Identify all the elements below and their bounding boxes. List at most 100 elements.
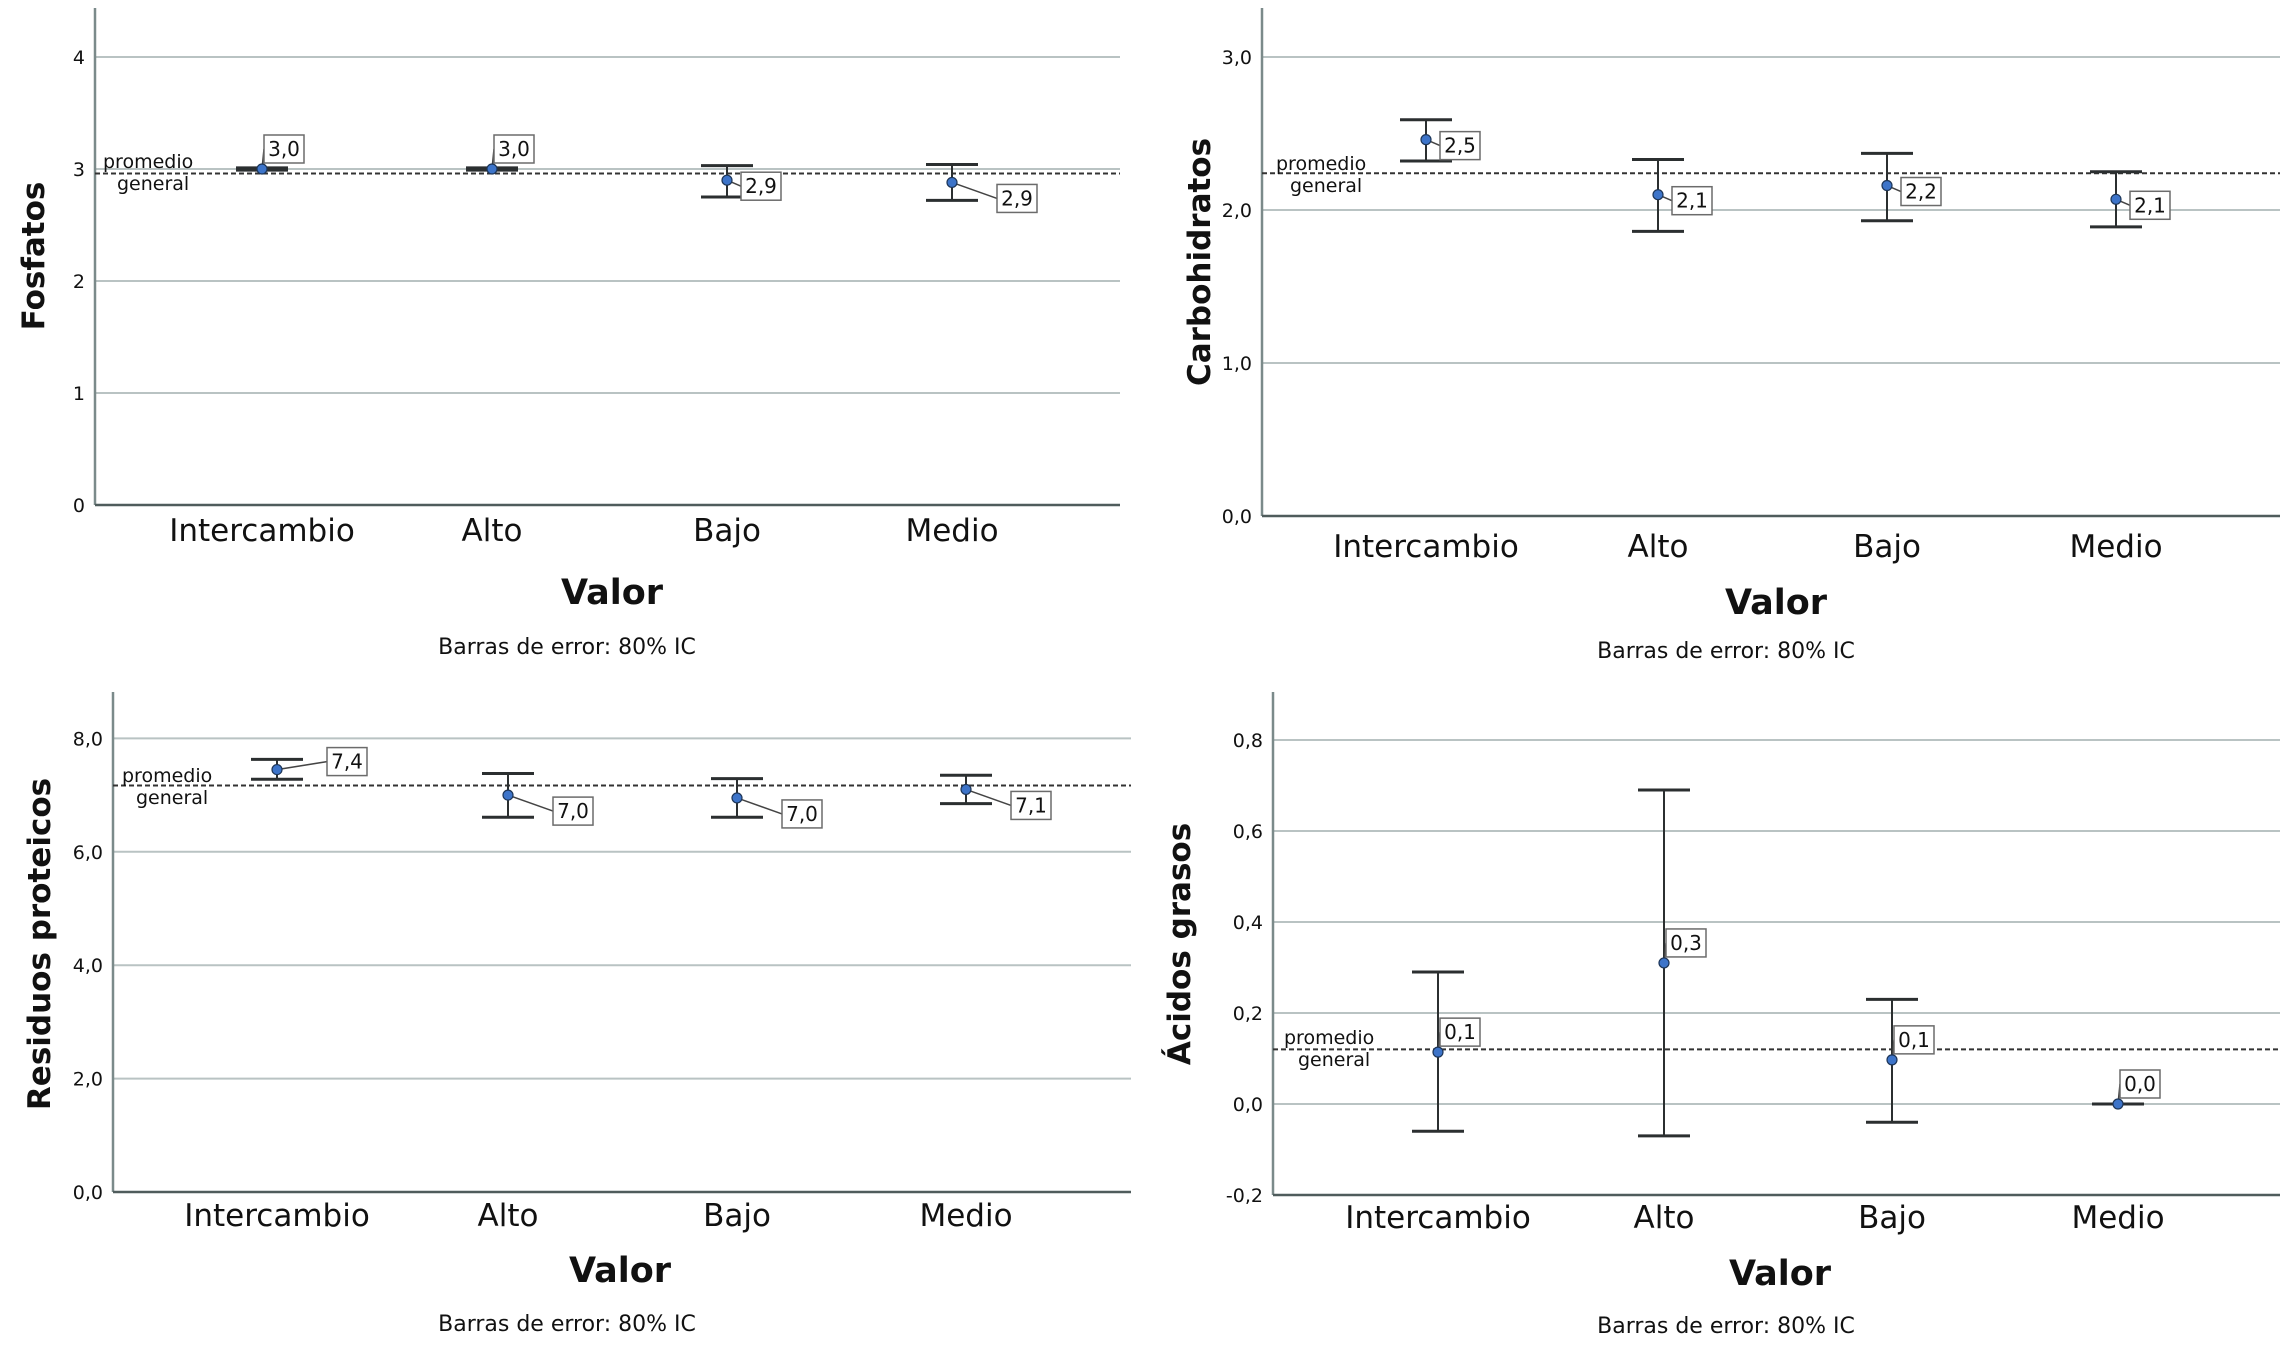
y-tick-label: 0,6 <box>1233 821 1263 843</box>
value-label-box <box>1900 176 1942 207</box>
x-category-label: Medio <box>2071 1200 2164 1236</box>
value-label: 7,0 <box>786 802 818 826</box>
y-tick-label: 0,8 <box>1233 730 1263 752</box>
x-axis-title: Valor <box>569 1251 672 1291</box>
y-tick-label: 6,0 <box>73 842 103 864</box>
error-bar-caption: Barras de error: 80% IC <box>1597 1314 1855 1339</box>
value-label-box <box>1439 1017 1481 1047</box>
y-tick-label: 4 <box>73 47 85 69</box>
y-tick-label: 4,0 <box>73 955 103 977</box>
value-label-box <box>2129 190 2171 221</box>
y-tick-label: 0,0 <box>73 1182 103 1204</box>
y-tick-label: 0,0 <box>1233 1094 1263 1116</box>
value-label: 2,1 <box>2134 193 2166 217</box>
value-label-leader <box>736 797 783 815</box>
y-tick-label: 3,0 <box>1222 47 1252 69</box>
x-category-label: Bajo <box>1853 529 1921 565</box>
x-axis-title: Valor <box>1729 1254 1832 1294</box>
value-label-box <box>1439 130 1481 161</box>
grand-mean-label: promedio <box>122 765 212 787</box>
value-label-box <box>740 171 782 201</box>
value-label-box <box>1010 790 1052 821</box>
mean-marker <box>1886 1054 1898 1066</box>
mean-marker <box>721 174 733 186</box>
error-bar-caption: Barras de error: 80% IC <box>438 635 696 660</box>
value-label-box <box>263 134 305 164</box>
mean-marker <box>1420 134 1432 146</box>
value-label: 2,1 <box>1676 189 1708 213</box>
grand-mean-label: promedio <box>1284 1027 1374 1049</box>
x-category-label: Bajo <box>703 1198 771 1234</box>
value-label: 0,1 <box>1898 1028 1930 1052</box>
mean-marker <box>946 176 958 189</box>
x-axis-title: Valor <box>1725 583 1828 623</box>
mean-marker <box>256 163 268 175</box>
value-label: 2,5 <box>1444 134 1476 158</box>
y-tick-label: 2 <box>73 271 85 293</box>
value-label-box <box>326 746 368 777</box>
mean-marker <box>1652 189 1664 201</box>
value-label: 2,9 <box>1001 186 1033 210</box>
value-label: 3,0 <box>268 137 300 161</box>
x-category-label: Bajo <box>1858 1200 1926 1236</box>
value-label: 0,3 <box>1670 931 1702 955</box>
value-label-leader <box>951 181 998 200</box>
y-tick-label: 8,0 <box>73 728 103 750</box>
x-axis-title: Valor <box>561 573 664 613</box>
value-label-box <box>1893 1025 1935 1055</box>
y-tick-label: 0,4 <box>1233 912 1263 934</box>
x-category-label: Alto <box>478 1198 539 1234</box>
value-label-box <box>2119 1069 2161 1099</box>
mean-marker <box>271 763 283 776</box>
value-label: 0,0 <box>2124 1072 2156 1096</box>
mean-marker <box>502 789 514 801</box>
y-tick-label: 1 <box>73 383 85 405</box>
value-label: 7,0 <box>557 799 589 823</box>
y-axis-title: Ácidos grasos <box>1162 823 1198 1065</box>
value-label-box <box>996 183 1038 214</box>
y-axis-title: Fosfatos <box>16 182 52 331</box>
value-label: 2,2 <box>1905 180 1937 204</box>
y-tick-label: 0,2 <box>1233 1003 1263 1025</box>
mean-marker <box>731 792 743 804</box>
y-tick-label: 2,0 <box>1222 200 1252 222</box>
y-tick-label: 0 <box>73 495 85 517</box>
x-category-label: Intercambio <box>1345 1200 1531 1236</box>
value-label: 7,1 <box>1015 793 1047 817</box>
value-label: 2,9 <box>745 174 777 198</box>
x-category-label: Medio <box>919 1198 1012 1234</box>
value-label: 7,4 <box>331 750 363 774</box>
mean-marker <box>960 783 972 796</box>
value-label-box <box>781 799 823 829</box>
x-category-label: Intercambio <box>184 1198 370 1234</box>
grand-mean-label: general <box>1298 1049 1370 1071</box>
x-category-label: Bajo <box>693 513 761 549</box>
grand-mean-label: promedio <box>103 151 193 173</box>
grand-mean-label: promedio <box>1276 153 1366 175</box>
error-bar-caption: Barras de error: 80% IC <box>438 1312 696 1337</box>
x-category-label: Alto <box>1628 529 1689 565</box>
y-tick-label: 2,0 <box>73 1069 103 1091</box>
mean-marker <box>2110 193 2122 205</box>
grand-mean-label: general <box>1290 175 1362 197</box>
x-category-label: Intercambio <box>169 513 355 549</box>
mean-marker <box>486 163 498 175</box>
x-category-label: Intercambio <box>1333 529 1519 565</box>
x-category-label: Alto <box>1634 1200 1695 1236</box>
error-bar-caption: Barras de error: 80% IC <box>1597 639 1855 664</box>
value-label-box <box>1665 928 1707 958</box>
x-category-label: Medio <box>2069 529 2162 565</box>
mean-marker <box>2112 1098 2124 1110</box>
x-category-label: Alto <box>462 513 523 549</box>
x-category-label: Medio <box>905 513 998 549</box>
y-axis-title: Residuos proteicos <box>22 778 58 1110</box>
value-label-box <box>1671 185 1713 216</box>
value-label-box <box>552 796 594 826</box>
y-axis-title: Carbohidratos <box>1182 138 1218 386</box>
y-tick-label: 0,0 <box>1222 506 1252 528</box>
